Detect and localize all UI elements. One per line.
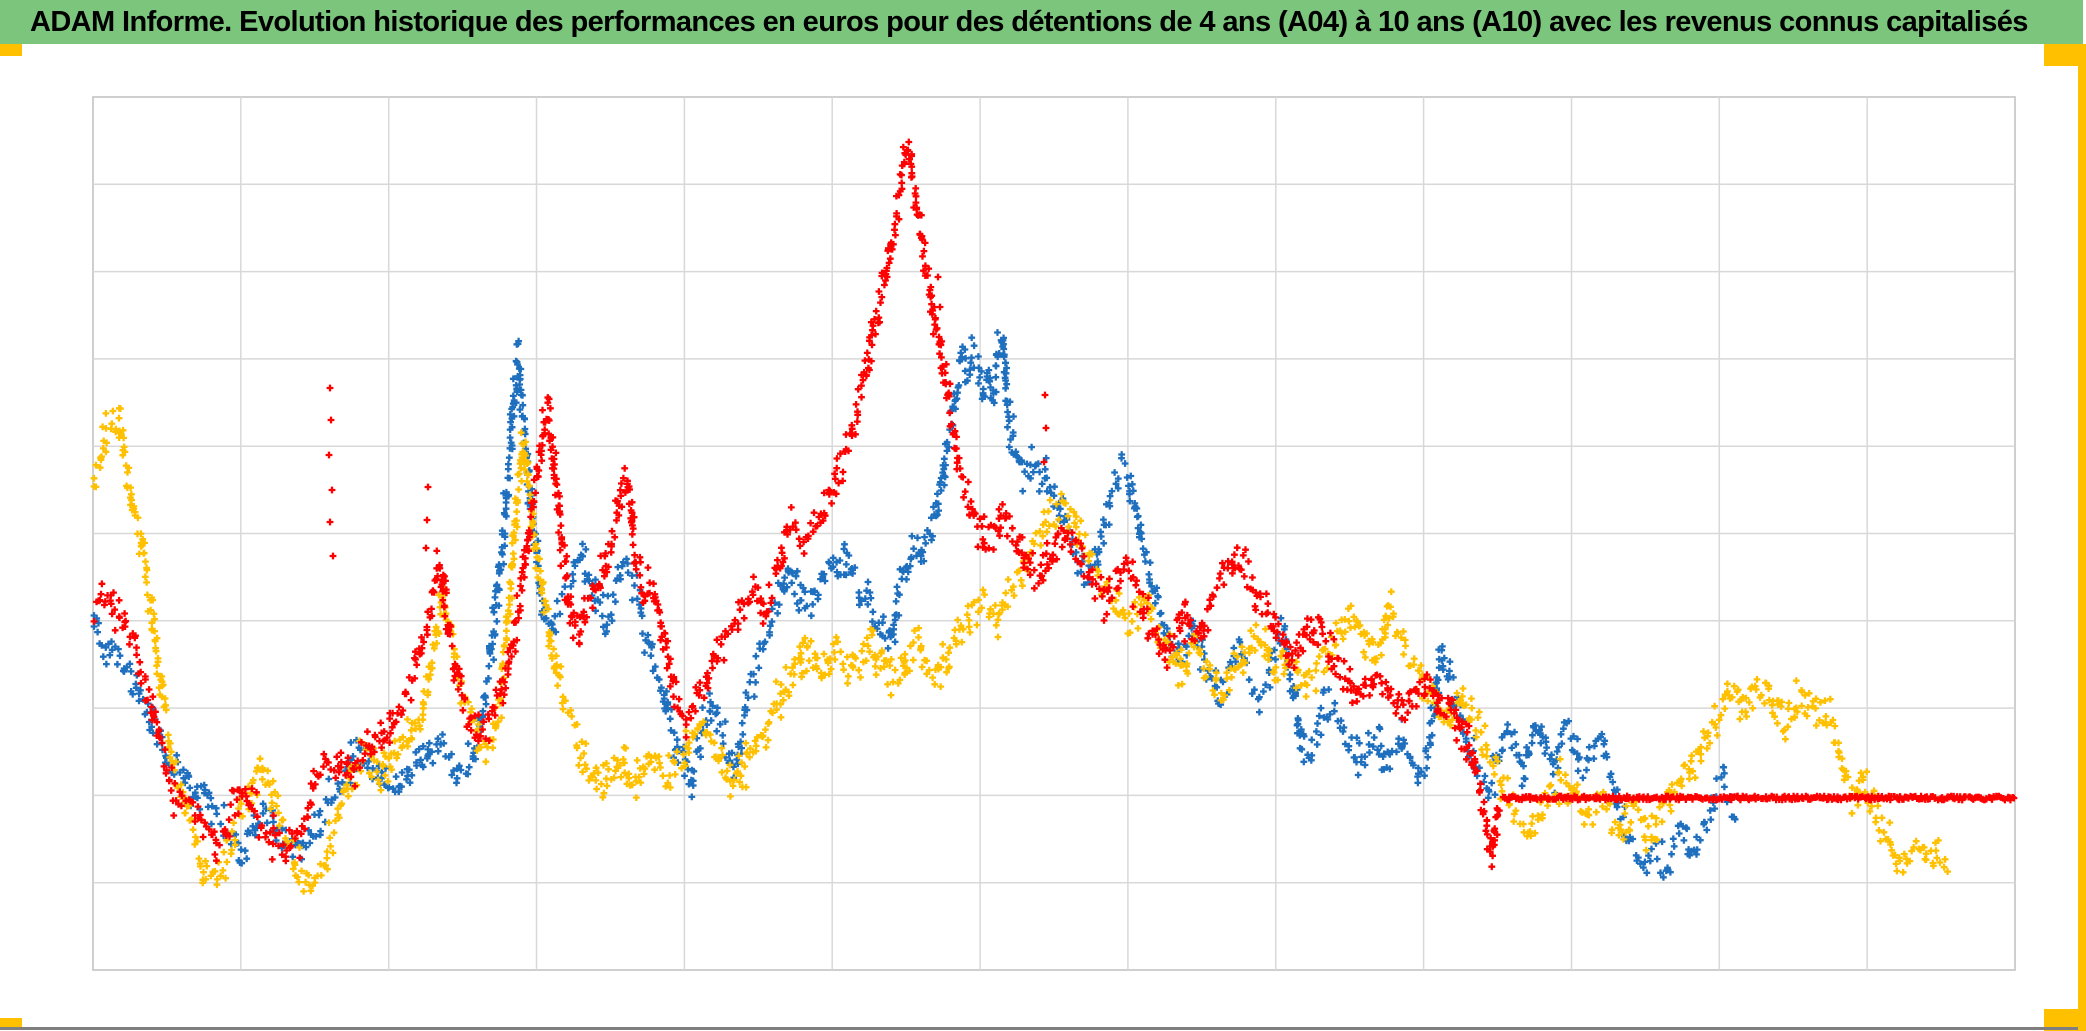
bottom-border-line bbox=[0, 1027, 2078, 1030]
chart-title: ADAM Informe. Evolution historique des p… bbox=[30, 5, 2028, 38]
chart-title-bar: ADAM Informe. Evolution historique des p… bbox=[0, 0, 2083, 44]
selection-corner-bottom-right bbox=[2044, 1009, 2086, 1031]
selection-corner-top-left bbox=[0, 44, 22, 56]
selection-edge-right bbox=[2078, 44, 2086, 1031]
selection-corner-top-right bbox=[2044, 44, 2086, 66]
